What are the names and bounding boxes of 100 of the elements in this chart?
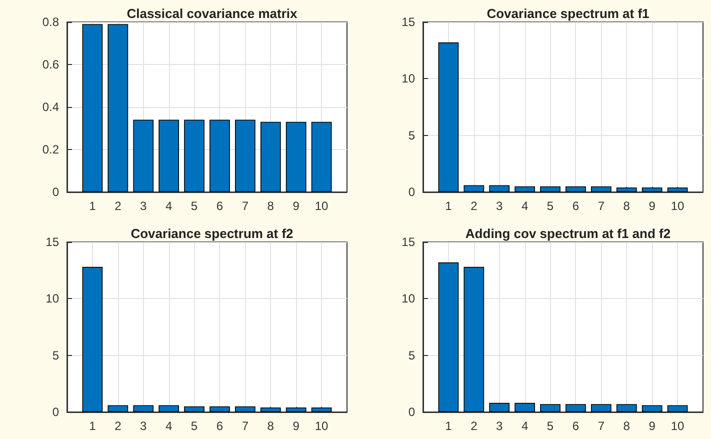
x-tick-label: 4: [165, 419, 172, 433]
x-tick-label: 8: [623, 419, 630, 433]
bar: [286, 122, 306, 192]
bar: [108, 24, 128, 192]
bar: [133, 405, 154, 412]
bar: [667, 405, 688, 412]
bar: [235, 120, 256, 192]
x-tick-label: 1: [445, 419, 452, 433]
y-tick-label: 0: [408, 185, 416, 199]
y-tick-label: 5: [52, 348, 60, 362]
bar: [286, 407, 306, 412]
bar: [184, 120, 204, 192]
x-tick-label: 9: [292, 199, 300, 213]
bar: [210, 406, 230, 412]
x-tick-label: 10: [314, 199, 329, 213]
y-tick-label: 5: [408, 128, 416, 142]
bar: [438, 262, 459, 412]
x-tick-label: 2: [470, 419, 478, 433]
x-tick-label: 2: [114, 419, 122, 433]
x-tick-label: 4: [521, 199, 528, 213]
bar: [540, 404, 560, 412]
bar: [566, 186, 586, 192]
y-tick-label: 0.8: [42, 15, 60, 29]
bar: [184, 406, 204, 412]
bar: [464, 266, 484, 412]
y-tick-label: 0.2: [42, 142, 60, 156]
x-tick-label: 9: [648, 199, 656, 213]
x-tick-label: 6: [572, 419, 580, 433]
bar: [591, 404, 612, 412]
x-tick-label: 10: [314, 419, 329, 433]
x-tick-label: 9: [292, 419, 300, 433]
x-tick-label: 3: [140, 419, 148, 433]
bar: [158, 405, 179, 412]
bar: [514, 402, 535, 412]
bar: [108, 405, 128, 412]
x-tick-label: 5: [190, 419, 198, 433]
bar: [311, 407, 332, 412]
x-tick-label: 5: [190, 199, 198, 213]
bar: [514, 186, 535, 192]
chart-title: Covariance spectrum at f1: [486, 6, 650, 21]
bar: [260, 407, 281, 412]
y-tick-label: 10: [46, 292, 60, 306]
y-tick-label: 0: [52, 185, 60, 199]
bar: [464, 185, 484, 192]
x-tick-label: 7: [242, 199, 249, 213]
x-tick-label: 9: [648, 419, 656, 433]
y-tick-label: 0: [408, 405, 416, 419]
y-tick-label: 10: [402, 72, 416, 86]
bar: [210, 120, 230, 192]
bar: [311, 122, 332, 192]
x-tick-label: 2: [114, 199, 122, 213]
x-tick-label: 6: [572, 199, 580, 213]
x-tick-label: 1: [89, 419, 96, 433]
y-tick-label: 0.6: [42, 58, 60, 72]
x-tick-label: 1: [445, 199, 452, 213]
x-tick-label: 10: [670, 419, 685, 433]
x-tick-label: 3: [496, 419, 504, 433]
x-tick-label: 8: [267, 419, 274, 433]
bar: [82, 24, 103, 192]
x-tick-label: 3: [140, 199, 148, 213]
x-tick-label: 7: [242, 419, 249, 433]
bar: [591, 186, 612, 192]
x-tick-label: 8: [623, 199, 630, 213]
y-tick-label: 15: [402, 235, 416, 249]
bar: [667, 187, 688, 192]
bar: [235, 406, 256, 412]
x-tick-label: 2: [470, 199, 478, 213]
bar: [260, 122, 281, 192]
chart-title: Covariance spectrum at f2: [130, 226, 294, 241]
bar: [566, 404, 586, 412]
y-tick-label: 15: [402, 15, 416, 29]
bar: [489, 185, 510, 192]
y-tick-label: 0.4: [42, 100, 60, 114]
x-tick-label: 5: [546, 199, 554, 213]
bar: [616, 187, 637, 192]
x-tick-label: 4: [521, 419, 528, 433]
bar: [642, 187, 662, 192]
bar: [489, 402, 510, 412]
chart-title: Adding cov spectrum at f1 and f2: [465, 226, 671, 241]
bar: [540, 186, 560, 192]
chart-title: Classical covariance matrix: [126, 6, 298, 21]
x-tick-label: 8: [267, 199, 274, 213]
bar: [438, 42, 459, 192]
x-tick-label: 3: [496, 199, 504, 213]
bar: [133, 120, 154, 192]
x-tick-label: 7: [598, 419, 605, 433]
x-tick-label: 4: [165, 199, 172, 213]
y-tick-label: 10: [402, 292, 416, 306]
x-tick-label: 10: [670, 199, 685, 213]
x-tick-label: 5: [546, 419, 554, 433]
bar: [616, 404, 637, 412]
y-tick-label: 0: [52, 405, 60, 419]
bar: [158, 120, 179, 192]
x-tick-label: 7: [598, 199, 605, 213]
x-tick-label: 6: [216, 419, 224, 433]
y-tick-label: 5: [408, 348, 416, 362]
x-tick-label: 1: [89, 199, 96, 213]
bar: [82, 266, 103, 412]
x-tick-label: 6: [216, 199, 224, 213]
y-tick-label: 15: [46, 235, 60, 249]
